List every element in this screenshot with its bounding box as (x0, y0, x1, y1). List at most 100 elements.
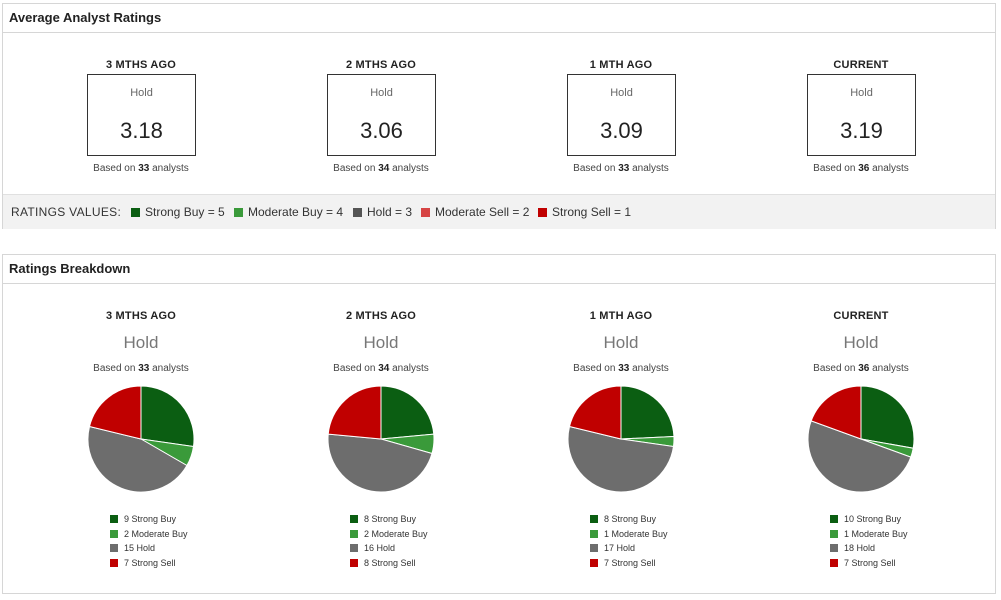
value-label: Strong Sell = 1 (552, 205, 632, 219)
breakdown-column-1-month: 1 MTH AGO Hold Based on 33 analysts 8 St… (501, 283, 741, 593)
pie-slice-strong-sell (327, 385, 382, 440)
legend-item: 18 Hold (830, 541, 908, 556)
period-title: 1 MTH AGO (589, 59, 653, 71)
based-on-prefix: Based on (333, 363, 376, 374)
legend-label: 9 Strong Buy (124, 514, 177, 524)
ratings-values-bar: RATINGS VALUES: Strong Buy = 5 Moderate … (3, 194, 995, 229)
analyst-count: 33 (618, 363, 630, 374)
analyst-count: 33 (618, 163, 630, 174)
pie-slice-strong-buy (140, 385, 195, 448)
legend-label: 1 Moderate Buy (844, 528, 908, 539)
avg-column-3-months: 3 MTHS AGO Hold 3.18 Based on 33 analyst… (21, 32, 261, 194)
avg-column-current: CURRENT Hold 3.19 Based on 36 analysts (741, 32, 981, 194)
pie-slice-strong-buy (860, 385, 915, 449)
swatch (538, 208, 547, 217)
swatch (353, 208, 362, 217)
rating-value: 3.06 (360, 118, 403, 143)
legend-swatch (350, 529, 358, 538)
legend-swatch (110, 558, 118, 567)
based-on-text: Based on 33 analysts (501, 163, 741, 174)
pie-legend: 8 Strong Buy 2 Moderate Buy 16 Hold 8 Stron… (350, 512, 428, 570)
rating-value: 3.18 (120, 118, 163, 143)
swatch (234, 208, 243, 217)
rating-box: Hold 3.19 (807, 74, 916, 156)
rating-box: Hold 3.18 (87, 74, 196, 156)
rating-label: Hold (363, 333, 399, 352)
based-on-text: Based on 33 analysts (21, 363, 261, 374)
analyst-count: 33 (138, 363, 150, 374)
legend-item: 15 Hold (110, 541, 188, 556)
based-on-suffix: analysts (632, 363, 669, 374)
swatch (421, 208, 430, 217)
rating-label: Hold (850, 87, 873, 99)
based-on-text: Based on 36 analysts (741, 363, 981, 374)
rating-label: Hold (370, 87, 393, 99)
pie-slice-hold (567, 425, 675, 493)
legend-label: 1 Moderate Buy (604, 528, 668, 539)
based-on-prefix: Based on (333, 163, 376, 174)
legend-label: 10 Strong Buy (844, 514, 902, 524)
pie-slice-hold (807, 420, 912, 493)
swatch (131, 208, 140, 217)
rating-label: Hold (610, 87, 633, 99)
rating-label: Hold (843, 333, 879, 352)
based-on-suffix: analysts (872, 363, 909, 374)
based-on-prefix: Based on (93, 163, 136, 174)
legend-item: 8 Strong Sell (350, 556, 428, 571)
legend-swatch (110, 529, 118, 538)
legend-item: 2 Moderate Buy (110, 527, 188, 542)
value-moderate-sell: Moderate Sell = 2 (421, 205, 529, 219)
legend-swatch (590, 544, 598, 552)
value-moderate-buy: Moderate Buy = 4 (234, 205, 343, 219)
legend-item: 10 Strong Buy (830, 512, 908, 527)
pie-slice-hold (87, 425, 188, 493)
legend-label: 7 Strong Sell (604, 557, 656, 568)
legend-item: 7 Strong Sell (110, 556, 188, 571)
breakdown-column-2-months: 2 MTHS AGO Hold Based on 34 analysts 8 S… (261, 283, 501, 593)
breakdown-column-current: CURRENT Hold Based on 36 analysts 10 Str… (741, 283, 981, 593)
based-on-prefix: Based on (813, 363, 856, 374)
value-strong-buy: Strong Buy = 5 (131, 205, 225, 219)
based-on-prefix: Based on (573, 163, 616, 174)
legend-item: 16 Hold (350, 541, 428, 556)
based-on-prefix: Based on (93, 363, 136, 374)
value-label: Moderate Sell = 2 (435, 205, 530, 219)
pie-legend: 9 Strong Buy 2 Moderate Buy 15 Hold 7 Stron… (110, 512, 188, 570)
average-ratings-panel: Average Analyst Ratings 3 MTHS AGO Hold … (2, 3, 996, 229)
legend-item: 7 Strong Sell (830, 556, 908, 571)
avg-column-2-months: 2 MTHS AGO Hold 3.06 Based on 34 analyst… (261, 32, 501, 194)
legend-swatch (590, 529, 598, 538)
pie-slice-strong-buy (620, 385, 675, 440)
analyst-count: 36 (858, 363, 870, 374)
legend-item: 2 Moderate Buy (350, 527, 428, 542)
analyst-count: 33 (138, 163, 150, 174)
based-on-text: Based on 36 analysts (741, 163, 981, 174)
pie-slice-hold (327, 433, 433, 493)
pie-chart (327, 385, 435, 493)
pie-legend: 8 Strong Buy 1 Moderate Buy 17 Hold 7 Stron… (590, 512, 668, 570)
value-strong-sell: Strong Sell = 1 (538, 205, 631, 219)
legend-swatch (590, 515, 598, 523)
period-title: 1 MTH AGO (589, 310, 653, 322)
pie-slice-strong-sell (88, 385, 142, 440)
legend-label: 2 Moderate Buy (364, 528, 428, 539)
rating-box: Hold 3.09 (567, 74, 676, 156)
based-on-prefix: Based on (813, 163, 856, 174)
pie-slice-strong-buy (380, 385, 435, 440)
rating-label: Hold (130, 87, 153, 99)
rating-label: Hold (123, 333, 159, 352)
based-on-text: Based on 33 analysts (21, 163, 261, 174)
breakdown-column-3-months: 3 MTHS AGO Hold Based on 33 analysts 9 S… (21, 283, 261, 593)
period-title: 3 MTHS AGO (105, 310, 177, 322)
based-on-text: Based on 34 analysts (261, 363, 501, 374)
value-label: Strong Buy = 5 (145, 205, 225, 219)
legend-item: 1 Moderate Buy (830, 527, 908, 542)
legend-swatch (350, 558, 358, 567)
value-hold: Hold = 3 (353, 205, 412, 219)
analyst-count: 34 (378, 363, 390, 374)
legend-label: 7 Strong Sell (844, 557, 896, 568)
analyst-count: 34 (378, 163, 390, 174)
legend-item: 8 Strong Buy (590, 512, 668, 527)
legend-label: 17 Hold (604, 543, 636, 553)
period-title: 2 MTHS AGO (345, 310, 417, 322)
